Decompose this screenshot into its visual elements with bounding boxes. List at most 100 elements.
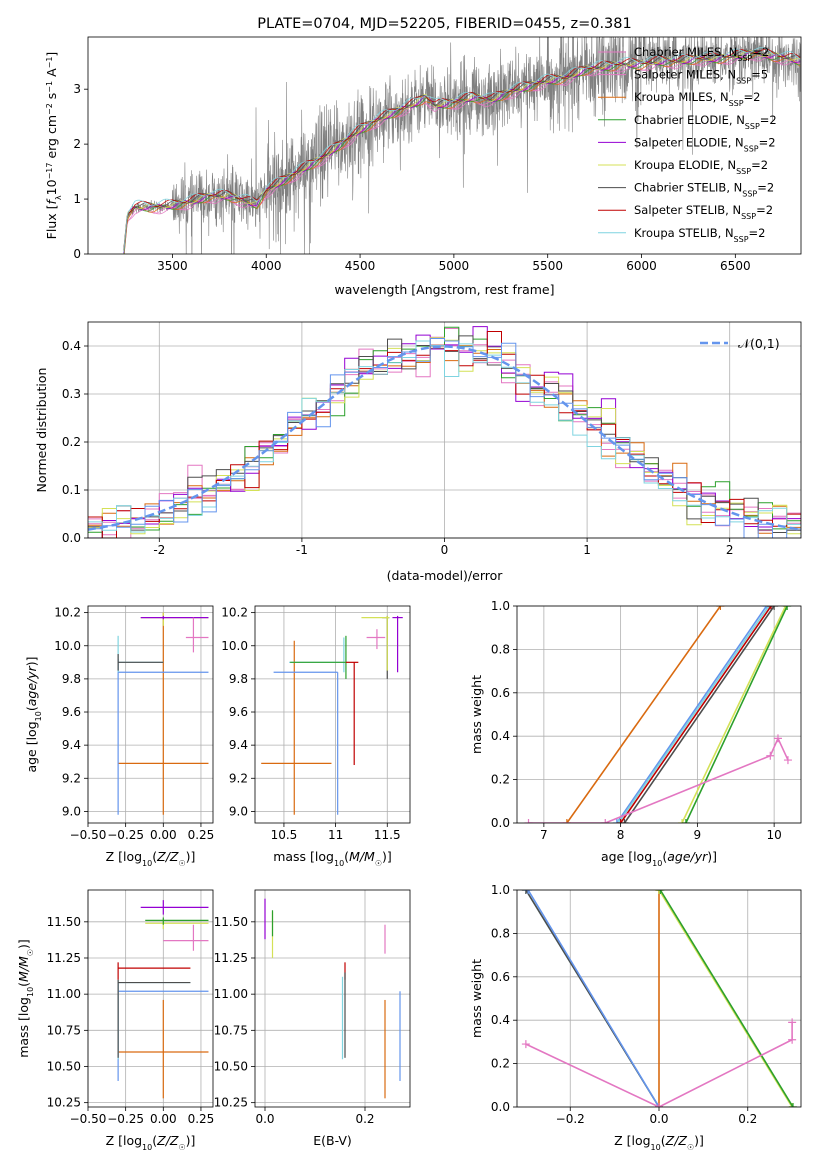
x-tick-label: −0.50 (70, 1112, 107, 1126)
plot-area (88, 326, 801, 538)
series-line (617, 606, 770, 823)
series-marker (620, 819, 629, 823)
histogram-kroupa_stelib (88, 340, 801, 538)
y-tick-label: 0.8 (491, 926, 510, 940)
axes-4: 7 8 9 10 0.0 0.2 0.4 0.6 0.8 1.0 (491, 599, 802, 842)
x-axis-label: Z [log10(Z/Z☉)] (614, 1133, 704, 1152)
series-line (681, 606, 787, 823)
plot-area (521, 890, 798, 1107)
x-tick-label: 0.2 (738, 1112, 757, 1126)
y-tick-label: 9.6 (62, 705, 81, 719)
error-point-kroupa_miles (118, 999, 209, 1099)
y-tick-label: 9.8 (62, 672, 81, 686)
series-marker (524, 890, 533, 894)
series-chabrier_stelib (620, 606, 779, 823)
x-tick-label: 5000 (439, 259, 470, 273)
error-point-kroupa_elodie (140, 612, 209, 626)
series-line (566, 606, 722, 823)
y-tick-label: 1 (73, 192, 81, 206)
y-tick-label: 11.25 (214, 951, 248, 965)
series-marker (614, 819, 623, 823)
series-line (616, 606, 768, 823)
series-marker (678, 819, 687, 823)
y-tick-label: 9.8 (229, 672, 248, 686)
y-tick-label: 10.0 (54, 639, 81, 653)
y-tick-label: 0.2 (491, 773, 510, 787)
series-line (623, 606, 775, 823)
x-tick-label: 1 (583, 543, 591, 557)
plot-area (524, 606, 792, 823)
series-line (525, 1022, 793, 1107)
y-tick-label: 2 (73, 137, 81, 151)
legend-label: 𝒩(0,1) (738, 336, 780, 351)
x-tick-label: 7 (540, 828, 548, 842)
y-tick-label: 10.50 (47, 1059, 81, 1073)
y-tick-label: 0.6 (491, 686, 510, 700)
series-marker (789, 1103, 798, 1107)
x-axis-label: Z [log10(Z/Z☉)] (106, 1133, 196, 1152)
axes-frame (87, 36, 802, 255)
y-tick-label: 9.0 (62, 804, 81, 818)
histogram-kroupa_miles (88, 345, 801, 534)
y-tick-label: 10.2 (221, 606, 248, 620)
series-kroupa_stelib (614, 606, 773, 823)
y-tick-label: 0.0 (62, 531, 81, 545)
x-axis-label: E(B-V) (313, 1133, 352, 1148)
series-chabrier_miles (521, 1018, 797, 1107)
plot-area (123, 37, 801, 254)
plot-area (261, 615, 403, 815)
x-tick-label: 0.00 (150, 1112, 177, 1126)
error-point-kroupa_miles (261, 640, 332, 815)
x-axis-label: (data-model)/error (387, 568, 504, 583)
y-tick-label: 9.4 (229, 738, 248, 752)
y-tick-label: 0.8 (491, 642, 510, 656)
series-marker (766, 751, 775, 760)
x-tick-label: -1 (296, 543, 308, 557)
series-normal (612, 606, 771, 823)
error-point-chabrier_miles (163, 924, 209, 951)
x-tick-label: 0 (441, 543, 449, 557)
series-marker (656, 890, 665, 894)
error-point-kroupa_stelib (117, 635, 164, 673)
y-tick-label: 10.25 (214, 1096, 248, 1110)
series-marker (788, 1035, 797, 1044)
y-tick-label: 10.2 (54, 606, 81, 620)
y-tick-label: 11.50 (214, 915, 248, 929)
y-axis-label: mass [log10(M/M☉)] (16, 939, 35, 1058)
error-point-chabrier_stelib (382, 615, 390, 679)
y-tick-label: 11.25 (47, 951, 81, 965)
x-tick-label: 0.25 (188, 1112, 215, 1126)
y-tick-label: 0.0 (491, 1100, 510, 1114)
y-tick-label: 9.4 (62, 738, 81, 752)
error-point-chabrier_miles (366, 629, 386, 650)
series-marker (773, 734, 782, 743)
series-marker (783, 606, 792, 610)
error-point-normal (117, 659, 209, 815)
series-marker (612, 819, 621, 823)
x-tick-label: −0.25 (107, 828, 144, 842)
y-tick-label: 0.4 (491, 729, 510, 743)
x-axis-label: age [log10(age/yr)] (601, 849, 717, 868)
model-spectrum-kroupa_elodie (123, 49, 801, 251)
x-tick-label: −0.25 (107, 1112, 144, 1126)
x-tick-label: 11.5 (374, 828, 401, 842)
normal-curve (88, 345, 799, 531)
y-tick-label: 0 (73, 247, 81, 261)
x-axis-label: Z [log10(Z/Z☉)] (106, 849, 196, 868)
legend: Chabrier MILES, NSSP=2 Salpeter MILES, NS… (598, 45, 777, 243)
error-point-kroupa_elodie (361, 615, 390, 671)
y-tick-label: 11.00 (214, 987, 248, 1001)
series-chabrier_miles (524, 734, 792, 823)
x-tick-label: 0.25 (188, 828, 215, 842)
plot-area (117, 900, 209, 1099)
histogram-chabrier_elodie (88, 326, 801, 538)
x-tick-label: 8 (617, 828, 625, 842)
axes-0: 3500 4000 4500 5000 5500 6000 6500 0 1 2 3 (73, 36, 802, 273)
series-kroupa_miles (655, 890, 663, 1107)
model-spectrum-chabrier_elodie (123, 51, 801, 254)
y-tick-label: 9.2 (62, 771, 81, 785)
histogram-normal (88, 338, 801, 538)
y-tick-label: 0.2 (62, 435, 81, 449)
axes-1: -2 -1 0 1 2 0.0 0.1 0.2 0.3 0.4 (62, 321, 802, 557)
